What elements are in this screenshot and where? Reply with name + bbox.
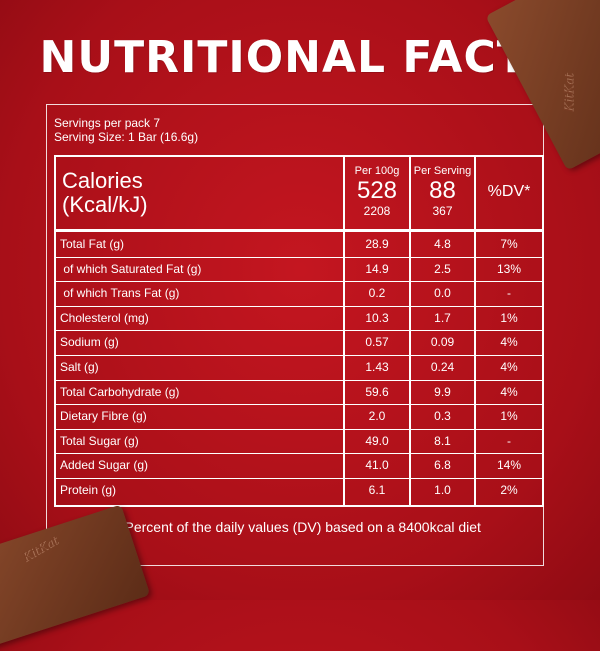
table-row: Protein (g) 6.1 1.0 2% <box>56 478 542 502</box>
perserving-value: 0.24 <box>430 360 455 374</box>
calories-label-line1: Calories <box>62 168 143 193</box>
perserving-value: 2.5 <box>434 261 451 276</box>
nutrient-name: Total Sugar (g) <box>60 433 139 448</box>
perserving-value: 1.0 <box>434 483 451 497</box>
serving-size: Serving Size: 1 Bar (16.6g) <box>54 130 199 144</box>
dv-value: 1% <box>500 409 518 424</box>
nutrient-name: Total Fat (g) <box>60 237 125 251</box>
calories-label-line2: (Kcal/kJ) <box>62 192 148 217</box>
nutrient-name: Protein (g) <box>60 483 117 497</box>
perserving-value: 0.3 <box>434 409 451 424</box>
table-row: Sodium (g) 0.57 0.09 4% <box>56 330 542 354</box>
table-row: of which Trans Fat (g) 0.2 0.0 - <box>56 281 542 305</box>
servings-per-pack: Servings per pack 7 <box>54 116 161 130</box>
table-row: Total Fat (g) 28.9 4.8 7% <box>56 232 542 256</box>
perserving-kcal: 88 <box>429 177 456 204</box>
per100g-value: 41.0 <box>365 458 389 473</box>
table-row: Total Carbohydrate (g) 59.6 9.9 4% <box>56 380 542 404</box>
row-divider <box>56 379 542 381</box>
nutrient-name: of which Saturated Fat (g) <box>60 261 202 276</box>
per100g-header: Per 100g <box>354 165 400 177</box>
dv-value: - <box>507 433 511 448</box>
perserving-value: 4.8 <box>434 237 451 251</box>
nutrient-name: Sodium (g) <box>60 335 119 350</box>
per100g-kj: 2208 <box>363 204 391 218</box>
dv-value: 13% <box>496 261 522 276</box>
nutrient-name: Dietary Fibre (g) <box>60 409 147 424</box>
perserving-value: 0.09 <box>430 335 455 350</box>
footnote: *Percent of the daily values (DV) based … <box>119 519 481 535</box>
row-divider <box>56 428 542 430</box>
perserving-value: 9.9 <box>434 384 451 399</box>
per100g-value: 59.6 <box>365 384 389 399</box>
per100g-value: 28.9 <box>365 237 389 251</box>
dv-value: 14% <box>496 458 522 473</box>
row-divider <box>56 330 542 332</box>
per100g-value: 14.9 <box>365 261 389 276</box>
nutrition-table: Calories (Kcal/kJ) Per 100g 528 2208 Per… <box>54 155 544 507</box>
nutrient-name: Added Sugar (g) <box>60 458 149 473</box>
header-divider <box>56 229 542 232</box>
row-divider <box>56 281 542 283</box>
perserving-header: Per Serving <box>413 165 472 177</box>
brand-logo: KitKat <box>19 533 61 565</box>
per100g-kcal: 528 <box>356 177 398 204</box>
row-divider <box>56 404 542 406</box>
calories-label: Calories (Kcal/kJ) <box>62 169 148 217</box>
dv-value: 1% <box>500 310 518 325</box>
perserving-value: 6.8 <box>434 458 451 473</box>
nutrient-name: Total Carbohydrate (g) <box>60 384 180 399</box>
table-row: Salt (g) 1.43 0.24 4% <box>56 355 542 379</box>
page-title: NUTRITIONAL FACTS <box>39 32 561 83</box>
row-divider <box>56 355 542 356</box>
perserving-value: 8.1 <box>434 433 451 448</box>
per100g-value: 6.1 <box>368 483 386 497</box>
per100g-value: 2.0 <box>368 409 386 424</box>
per100g-value: 0.57 <box>365 335 389 350</box>
dv-value: 7% <box>500 237 518 251</box>
table-row: Added Sugar (g) 41.0 6.8 14% <box>56 453 542 477</box>
per100g-value: 0.2 <box>368 286 386 301</box>
table-row: Dietary Fibre (g) 2.0 0.3 1% <box>56 404 542 428</box>
nutrient-name: of which Trans Fat (g) <box>60 286 180 301</box>
dv-value: 4% <box>500 360 518 374</box>
dv-header: %DV* <box>487 183 531 200</box>
dv-value: - <box>507 286 511 301</box>
row-divider <box>56 305 542 307</box>
dv-value: 4% <box>500 335 518 350</box>
per100g-value: 10.3 <box>365 310 389 325</box>
table-row: of which Saturated Fat (g) 14.9 2.5 13% <box>56 257 542 281</box>
per100g-value: 1.43 <box>365 360 389 374</box>
row-divider <box>56 453 542 455</box>
table-row: Cholesterol (mg) 10.3 1.7 1% <box>56 306 542 330</box>
perserving-kj: 367 <box>432 204 453 218</box>
row-divider <box>56 256 542 258</box>
dv-value: 4% <box>500 384 518 399</box>
per100g-value: 49.0 <box>365 433 389 448</box>
row-divider <box>56 478 542 479</box>
dv-value: 2% <box>500 483 518 497</box>
nutrient-name: Salt (g) <box>60 360 99 374</box>
brand-logo: KitKat <box>561 73 576 113</box>
perserving-value: 1.7 <box>434 310 451 325</box>
perserving-value: 0.0 <box>434 286 451 301</box>
table-row: Total Sugar (g) 49.0 8.1 - <box>56 429 542 453</box>
nutrient-name: Cholesterol (mg) <box>60 310 149 325</box>
